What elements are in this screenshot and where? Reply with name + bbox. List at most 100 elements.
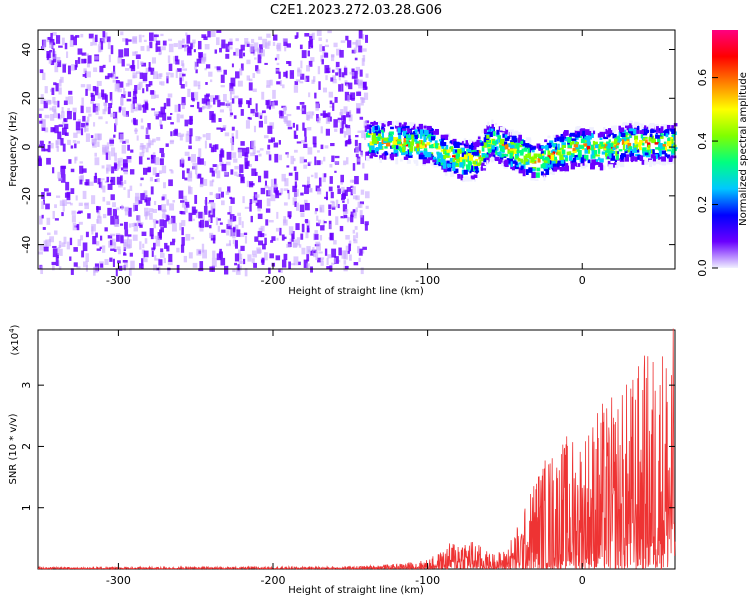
spectrogram-cell: [63, 118, 68, 123]
spectrogram-cell: [330, 191, 334, 199]
spectrogram-cell: [556, 163, 560, 168]
spectrogram-cell: [224, 265, 229, 275]
spectrogram-cell: [106, 151, 111, 161]
spectrogram-cell: [629, 120, 633, 124]
spectrogram-cell: [618, 149, 623, 152]
spectrogram-cell: [44, 86, 48, 94]
spectrogram-cell: [482, 142, 487, 148]
spectrogram-cell: [273, 186, 278, 193]
spectrogram-cell: [297, 67, 301, 73]
spectrogram-cell: [317, 188, 322, 195]
spectrogram-cell: [333, 42, 338, 48]
spectrogram-cell: [450, 146, 454, 152]
spectrogram-cell: [118, 107, 121, 113]
spectrogram-cell: [284, 116, 289, 124]
spectrogram-cell: [155, 40, 161, 46]
spectrogram-cell: [522, 144, 525, 148]
spectrogram-cell: [604, 152, 608, 157]
spectrogram-cell: [661, 156, 667, 162]
spectrogram-cell: [352, 41, 356, 45]
spectrogram-cell: [185, 133, 190, 143]
spectrogram-cell: [201, 98, 205, 104]
spectrogram-cell: [395, 121, 399, 126]
spectrogram-cell: [599, 132, 603, 135]
spectrogram-cell: [386, 157, 390, 160]
spectrogram-cell: [145, 211, 150, 216]
spectrogram-cell: [73, 247, 78, 252]
spectrogram-cell: [538, 154, 542, 157]
spectrogram-cell: [209, 224, 212, 229]
spectrogram-cell: [132, 75, 136, 79]
spectrogram-cell: [354, 226, 358, 230]
spectrogram-cell: [95, 232, 98, 238]
spectrogram-cell: [519, 144, 523, 148]
spectrogram-cell: [304, 78, 307, 82]
colorbar: 0.00.20.40.6 Normalized spectral amplitu…: [696, 30, 749, 277]
spectrogram-cell: [238, 98, 243, 105]
spectrogram-cell: [144, 101, 148, 109]
spectrogram-cell: [259, 148, 264, 151]
spectrogram-cell: [77, 239, 82, 246]
spectrogram-cell: [210, 206, 214, 215]
spectrogram-cell: [286, 243, 291, 248]
spectrogram-cell: [240, 63, 244, 71]
spectrogram-cell: [303, 199, 308, 206]
spectrogram-cell: [555, 143, 558, 150]
spectrogram-cell: [415, 130, 418, 134]
spectrogram-cell: [365, 155, 370, 162]
spectrogram-cell: [352, 209, 356, 213]
spectrogram-cell: [431, 130, 434, 136]
spectrogram-cell: [134, 85, 138, 94]
spectrogram-cell: [586, 138, 591, 144]
spectrogram-cell: [89, 181, 94, 186]
spectrogram-cell: [551, 170, 556, 175]
spectrogram-cell: [220, 127, 223, 132]
spectrogram-cell: [87, 55, 92, 64]
spectrogram-cell: [609, 130, 613, 134]
spectrogram-cell: [74, 157, 77, 164]
spectrogram-cell: [270, 179, 274, 188]
spectrogram-cell: [149, 228, 154, 237]
spectrogram-cell: [544, 156, 548, 161]
spectrogram-cell: [574, 130, 578, 135]
spectrogram-cell: [640, 155, 643, 158]
spectrogram-cell: [304, 185, 309, 195]
spectrogram-cell: [247, 101, 250, 108]
spectrogram-cell: [129, 267, 132, 276]
spectrogram-cell: [310, 45, 314, 49]
spectrogram-cell: [328, 186, 333, 192]
spectrogram-cell: [173, 43, 178, 48]
spectrogram-cell: [396, 151, 399, 157]
spectrogram-cell: [318, 251, 323, 254]
spectrogram-cell: [501, 164, 504, 167]
spectrogram-cell: [337, 117, 342, 121]
spectrogram-cell: [572, 162, 578, 167]
spectrogram-cell: [492, 140, 497, 144]
spectrogram-cell: [629, 131, 633, 134]
spectrogram-cell: [109, 239, 113, 246]
spectrogram-cell: [504, 136, 510, 141]
spectrogram-cell: [443, 160, 447, 166]
spectrogram-cell: [334, 128, 338, 132]
spectrogram-cell: [555, 134, 559, 138]
spectrogram-cell: [436, 156, 440, 160]
spectrogram-cell: [161, 196, 165, 201]
spectrogram-cell: [346, 84, 351, 88]
spectrogram-cell: [552, 149, 557, 153]
spectrogram-cell: [198, 221, 202, 228]
spectrogram-cell: [189, 128, 193, 137]
spectrogram-cell: [53, 112, 58, 118]
spectrogram-cell: [584, 129, 590, 136]
spectrogram-cell: [135, 54, 141, 60]
spectrogram-cell: [445, 144, 449, 150]
spectrogram-cell: [444, 134, 449, 137]
spectrogram-cell: [229, 101, 233, 111]
spectrogram-cell: [242, 196, 245, 204]
spectrogram-cell: [660, 126, 664, 132]
spectrogram-cell: [488, 131, 493, 137]
spectrogram-cell: [632, 149, 636, 153]
spectrogram-cell: [316, 160, 321, 166]
spectrogram-cell: [421, 140, 425, 146]
spectrogram-cell: [314, 233, 319, 240]
spectrogram-cell: [671, 128, 676, 135]
